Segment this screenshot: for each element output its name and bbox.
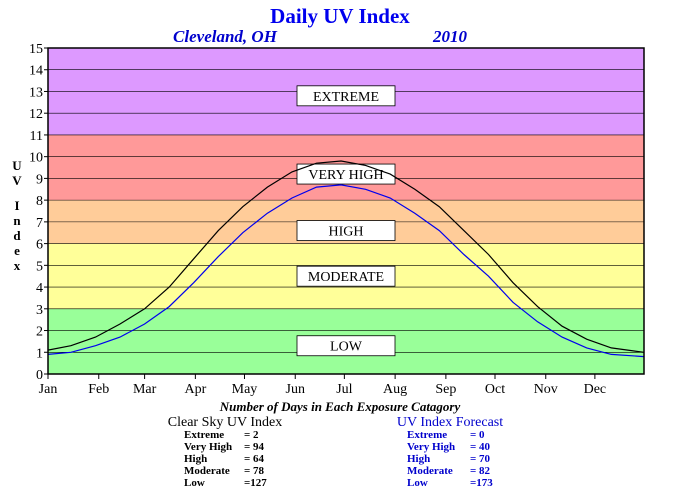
- stat-label: High: [407, 453, 430, 465]
- band-label-low: LOW: [330, 340, 363, 355]
- band-label-box: [296, 265, 396, 287]
- forecast-title: UV Index Forecast: [397, 415, 503, 430]
- y-tick-label: 12: [29, 107, 43, 122]
- stat-value: = 82: [470, 465, 491, 477]
- chart-year: 2010: [432, 27, 468, 46]
- x-tick-label: Nov: [534, 382, 558, 397]
- x-tick-label: Jun: [286, 382, 305, 397]
- y-tick-label: 11: [30, 129, 43, 144]
- stat-value: = 64: [244, 453, 265, 465]
- x-tick-label: May: [232, 382, 258, 397]
- band-label-box: [296, 335, 396, 357]
- clear-sky-title: Clear Sky UV Index: [168, 415, 282, 430]
- band-labels: LOW MODERATE HIGH VERY HIGH EXTREME: [296, 85, 396, 357]
- series-lines: [47, 160, 645, 358]
- x-tick-label: Dec: [584, 382, 607, 397]
- band-label-box: [296, 163, 396, 185]
- stat-label: High: [184, 453, 207, 465]
- y-tick-label: 4: [36, 281, 43, 296]
- chart-location: Cleveland, OH: [173, 27, 278, 46]
- x-tick-label: Jan: [39, 382, 58, 397]
- stats-heading: Number of Days in Each Exposure Catagory: [219, 399, 461, 414]
- y-tick-label: 8: [36, 194, 43, 209]
- stat-label: Moderate: [407, 465, 453, 477]
- band-label-box: [296, 220, 396, 241]
- x-tick-label: Aug: [383, 382, 407, 397]
- plot-frame: [47, 47, 645, 375]
- x-tick-label: Feb: [88, 382, 109, 397]
- stat-value: = 78: [244, 465, 265, 477]
- forecast-stats: Extreme = 0 Very High = 40 High = 70 Moderate =…: [407, 429, 493, 489]
- band-label-high: HIGH: [329, 225, 364, 240]
- y-tick-label: 10: [29, 151, 43, 166]
- stat-value: =173: [470, 477, 493, 489]
- y-tick-label: 5: [36, 259, 43, 274]
- y-tick-label: 7: [36, 216, 43, 231]
- stat-value: =127: [244, 477, 267, 489]
- stat-value: = 2: [244, 429, 259, 441]
- y-tick-label: 15: [29, 42, 43, 57]
- stat-value: = 40: [470, 441, 491, 453]
- y-tick-label: 9: [36, 172, 43, 187]
- y-tick-label: 14: [29, 64, 43, 79]
- stat-label: Low: [407, 477, 428, 489]
- chart-title: Daily UV Index: [270, 4, 410, 28]
- series-line-clear-sky: [47, 160, 645, 353]
- y-tick-label: 3: [36, 303, 43, 318]
- band-label-very-high: VERY HIGH: [308, 168, 383, 183]
- x-tick-label: Apr: [184, 382, 206, 397]
- band-label-moderate: MODERATE: [308, 270, 384, 285]
- stat-value: = 70: [470, 453, 491, 465]
- x-tick-label: Oct: [485, 382, 505, 397]
- y-tick-label: 6: [36, 238, 43, 253]
- y-tick-label: 1: [36, 346, 43, 361]
- clear-sky-stats: Extreme = 2 Very High = 94 High = 64 Moderate =…: [184, 429, 267, 489]
- stat-label: Very High: [184, 441, 232, 453]
- stat-value: = 94: [244, 441, 265, 453]
- y-tick-label: 2: [36, 325, 43, 340]
- y-tick-label: 13: [29, 85, 43, 100]
- grid-lines: [48, 69, 644, 353]
- stat-label: Extreme: [407, 429, 447, 441]
- band-label-box: [296, 85, 396, 107]
- x-tick-label: Mar: [133, 382, 157, 397]
- band-label-extreme: EXTREME: [313, 90, 379, 105]
- x-tick-label: Jul: [336, 382, 352, 397]
- x-axis-ticks: Jan Feb Mar Apr May Jun Jul Aug Sep Oct Nov Dec: [39, 374, 606, 397]
- stat-label: Extreme: [184, 429, 224, 441]
- stat-label: Very High: [407, 441, 455, 453]
- stat-label: Low: [184, 477, 205, 489]
- stat-value: = 0: [470, 429, 485, 441]
- y-tick-label: 0: [36, 368, 43, 383]
- series-line-forecast: [47, 184, 645, 358]
- stat-label: Moderate: [184, 465, 230, 477]
- x-tick-label: Sep: [435, 382, 456, 397]
